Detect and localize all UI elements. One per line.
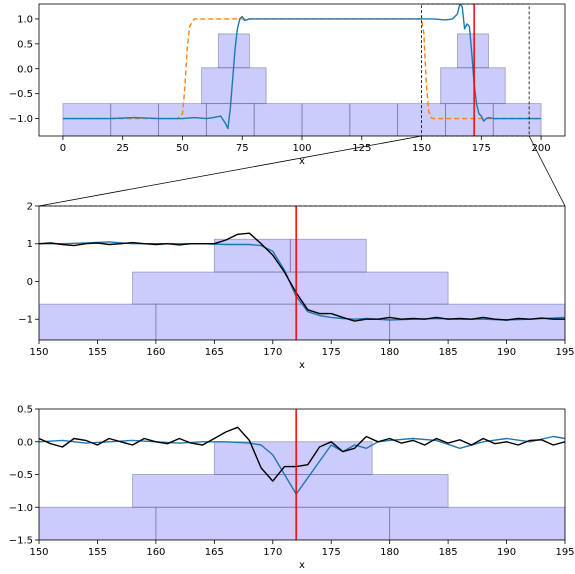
x-axis-label: x — [299, 560, 305, 571]
x-tick-label: 150 — [29, 547, 48, 558]
x-tick-label: 200 — [532, 143, 551, 154]
box — [445, 103, 494, 136]
box — [389, 506, 565, 540]
panel-middle: 150 155 160 165 170 175 180 185 190 195 −1 0 1 2 x — [18, 202, 574, 372]
series-line-prediction — [62, 4, 542, 130]
series-line-observation — [39, 232, 565, 322]
box — [110, 103, 159, 136]
x-tick-label: 75 — [236, 143, 249, 154]
zoom-connector-right — [528, 135, 566, 207]
plot-area — [62, 4, 542, 136]
x-tick-label: 155 — [88, 547, 107, 558]
y-tick-label: −1 — [18, 315, 33, 326]
zoom-connector-left — [38, 135, 422, 207]
box — [213, 441, 373, 475]
box — [155, 506, 297, 540]
x-axis-label: x — [299, 156, 305, 167]
box — [39, 303, 157, 340]
panel-bottom: 150 155 160 165 170 175 180 185 190 195 −1.5 −1.0 −0… — [9, 405, 575, 572]
x-tick-label: 100 — [292, 143, 311, 154]
y-tick-label: 0.5 — [17, 405, 33, 416]
box — [253, 103, 303, 136]
x-tick-label: 25 — [116, 143, 129, 154]
series-line-prediction — [39, 435, 565, 495]
box — [62, 103, 112, 136]
x-tick-label: 160 — [146, 547, 165, 558]
x-tick-label: 185 — [439, 347, 458, 358]
x-tick-label: 125 — [352, 143, 371, 154]
x-tick-label: 195 — [555, 347, 574, 358]
y-tick-label: −1.0 — [9, 114, 33, 125]
x-tick-label: 175 — [472, 143, 491, 154]
x-tick-label: 175 — [322, 547, 341, 558]
x-tick-label: 180 — [380, 547, 399, 558]
x-tick-label: 50 — [176, 143, 189, 154]
x-tick-label: 170 — [263, 347, 282, 358]
x-tick-label: 155 — [88, 347, 107, 358]
box — [492, 103, 542, 136]
box — [289, 238, 367, 273]
x-tick-label: 150 — [412, 143, 431, 154]
x-tick-label: 165 — [205, 347, 224, 358]
x-tick-label: 195 — [555, 547, 574, 558]
box — [349, 103, 399, 136]
series-line-observation — [39, 426, 565, 482]
x-axis-label: x — [299, 360, 305, 371]
y-tick-label: 2 — [27, 202, 33, 213]
plot-area — [39, 206, 565, 340]
y-tick-label: −0.5 — [9, 89, 33, 100]
y-tick-label: 0.0 — [17, 64, 33, 75]
box — [295, 506, 391, 540]
box — [155, 303, 391, 340]
x-tick-label: 150 — [29, 347, 48, 358]
x-tick-label: 160 — [146, 347, 165, 358]
y-tick-label: 0.5 — [17, 39, 33, 50]
box — [201, 67, 267, 105]
x-tick-label: 165 — [205, 547, 224, 558]
y-tick-label: 1.0 — [17, 14, 33, 25]
box — [39, 506, 157, 540]
y-tick-label: 0.0 — [17, 437, 33, 448]
y-tick-label: −1.5 — [9, 536, 33, 547]
box — [132, 474, 449, 508]
x-tick-label: 170 — [263, 547, 282, 558]
x-tick-label: 0 — [60, 143, 66, 154]
box — [389, 303, 565, 340]
panel-top: 0 25 50 75 100 125 150 175 200 −1.0 −0.5 0.0 0.5 1.0 x — [9, 3, 566, 167]
y-tick-label: 0 — [27, 277, 33, 288]
x-tick-label: 180 — [380, 347, 399, 358]
y-tick-label: 1 — [27, 239, 33, 250]
box — [158, 103, 207, 136]
y-tick-label: −0.5 — [9, 470, 33, 481]
box — [301, 103, 351, 136]
x-tick-label: 185 — [439, 547, 458, 558]
x-tick-label: 190 — [497, 347, 516, 358]
plot-area — [39, 409, 565, 540]
y-tick-label: −1.0 — [9, 503, 33, 514]
x-tick-label: 175 — [322, 347, 341, 358]
x-tick-label: 190 — [497, 547, 516, 558]
box — [132, 271, 449, 305]
